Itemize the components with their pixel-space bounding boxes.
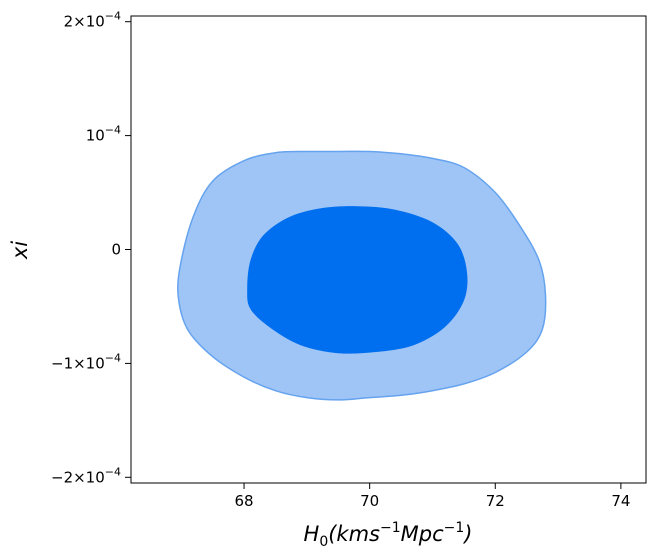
y-tick-label: 0 [111, 241, 121, 259]
x-tick-label: 68 [235, 492, 254, 510]
y-tick-label: −1×10−4 [51, 351, 121, 372]
y-tick-label: 10−4 [86, 124, 121, 145]
x-tick-label: 74 [611, 492, 630, 510]
contour-68-region [247, 206, 468, 354]
y-axis-ticks: 2×10−4 10−4 0 −1×10−4 −2×10−4 [51, 10, 131, 486]
y-axis-label: xi [8, 241, 32, 260]
x-tick-label: 70 [360, 492, 379, 510]
y-tick-label: 2×10−4 [64, 10, 121, 31]
contour-layer [177, 150, 547, 401]
y-tick-label: −2×10−4 [51, 465, 121, 486]
x-axis-label: H0(kms−1Mpc−1) [304, 520, 473, 550]
x-tick-label: 72 [486, 492, 505, 510]
x-axis-ticks: 68 70 72 74 [235, 483, 630, 510]
